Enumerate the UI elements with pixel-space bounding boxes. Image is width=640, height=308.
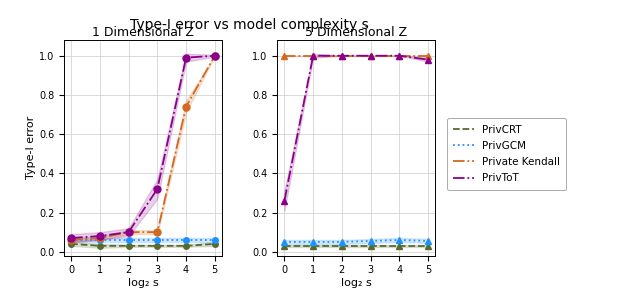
X-axis label: log₂ s: log₂ s [127,278,158,288]
Y-axis label: Type-I error: Type-I error [26,116,36,180]
X-axis label: log₂ s: log₂ s [341,278,372,288]
Legend: PrivCRT, PrivGCM, Private Kendall, PrivToT: PrivCRT, PrivGCM, Private Kendall, PrivT… [447,118,566,190]
Text: Type-I error vs model complexity s: Type-I error vs model complexity s [130,18,369,32]
Title: 5 Dimensional Z: 5 Dimensional Z [305,26,407,39]
Title: 1 Dimensional Z: 1 Dimensional Z [92,26,194,39]
